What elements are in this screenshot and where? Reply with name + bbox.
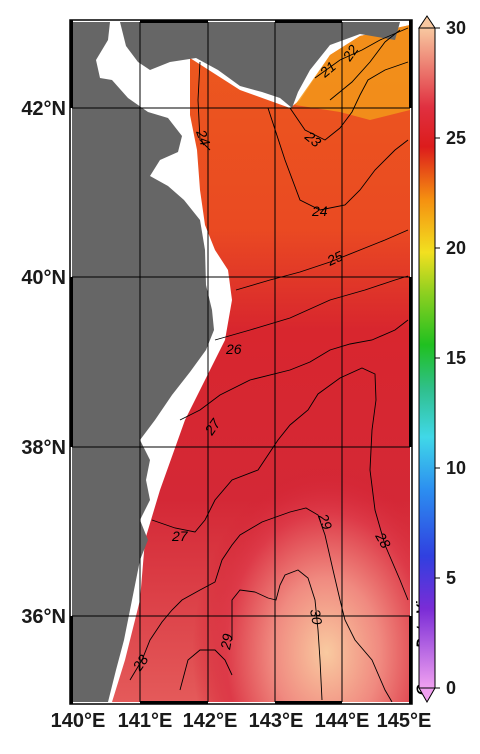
warm-core-region <box>112 290 410 702</box>
contour-label: 26 <box>225 341 242 357</box>
colorbar: 30 25 20 15 10 5 0 <box>418 15 466 704</box>
contour-label: 24 <box>311 203 328 219</box>
map-frame <box>69 19 413 705</box>
colorbar-label: 25 <box>446 128 466 148</box>
contour-label: 29 <box>217 632 236 651</box>
contour-label: 22 <box>339 42 362 65</box>
latitude-labels: 36°N 38°N 40°N 42°N <box>21 98 66 628</box>
land-honshu <box>72 22 214 702</box>
contour-label: 24 <box>193 127 214 148</box>
land-hokkaido <box>120 22 400 108</box>
contour-label: 28 <box>372 529 394 552</box>
colorbar-label: 10 <box>446 458 466 478</box>
contour-label: 29 <box>315 511 336 532</box>
colorbar-label: 0 <box>446 678 456 698</box>
lat-label: 36°N <box>21 606 66 628</box>
contour-label: 28 <box>129 652 152 675</box>
longitude-labels: 140°E 141°E 142°E 143°E 144°E 145°E <box>51 710 432 732</box>
colorbar-label: 15 <box>446 348 466 368</box>
lat-label: 40°N <box>21 267 66 289</box>
colorbar-scale <box>418 27 436 689</box>
lon-label: 144°E <box>315 710 370 732</box>
lat-label: 42°N <box>21 98 66 120</box>
lat-label: 38°N <box>21 437 66 459</box>
colorbar-label: 30 <box>446 18 466 38</box>
contour-label: 27 <box>171 528 189 544</box>
lon-label: 145°E <box>377 710 432 732</box>
lon-label: 140°E <box>51 710 106 732</box>
colorbar-label: 20 <box>446 238 466 258</box>
lon-label: 143°E <box>249 710 304 732</box>
lon-label: 142°E <box>183 710 238 732</box>
colorbar-top-arrow <box>418 15 436 29</box>
contour-label: 25 <box>324 248 346 270</box>
lon-label: 141°E <box>118 710 173 732</box>
contour-lines <box>129 27 409 702</box>
colorbar-label: 5 <box>446 568 456 588</box>
colorbar-bottom-arrow <box>418 687 436 704</box>
contour-label: 30 <box>307 608 325 626</box>
cool-water-region <box>295 25 410 120</box>
